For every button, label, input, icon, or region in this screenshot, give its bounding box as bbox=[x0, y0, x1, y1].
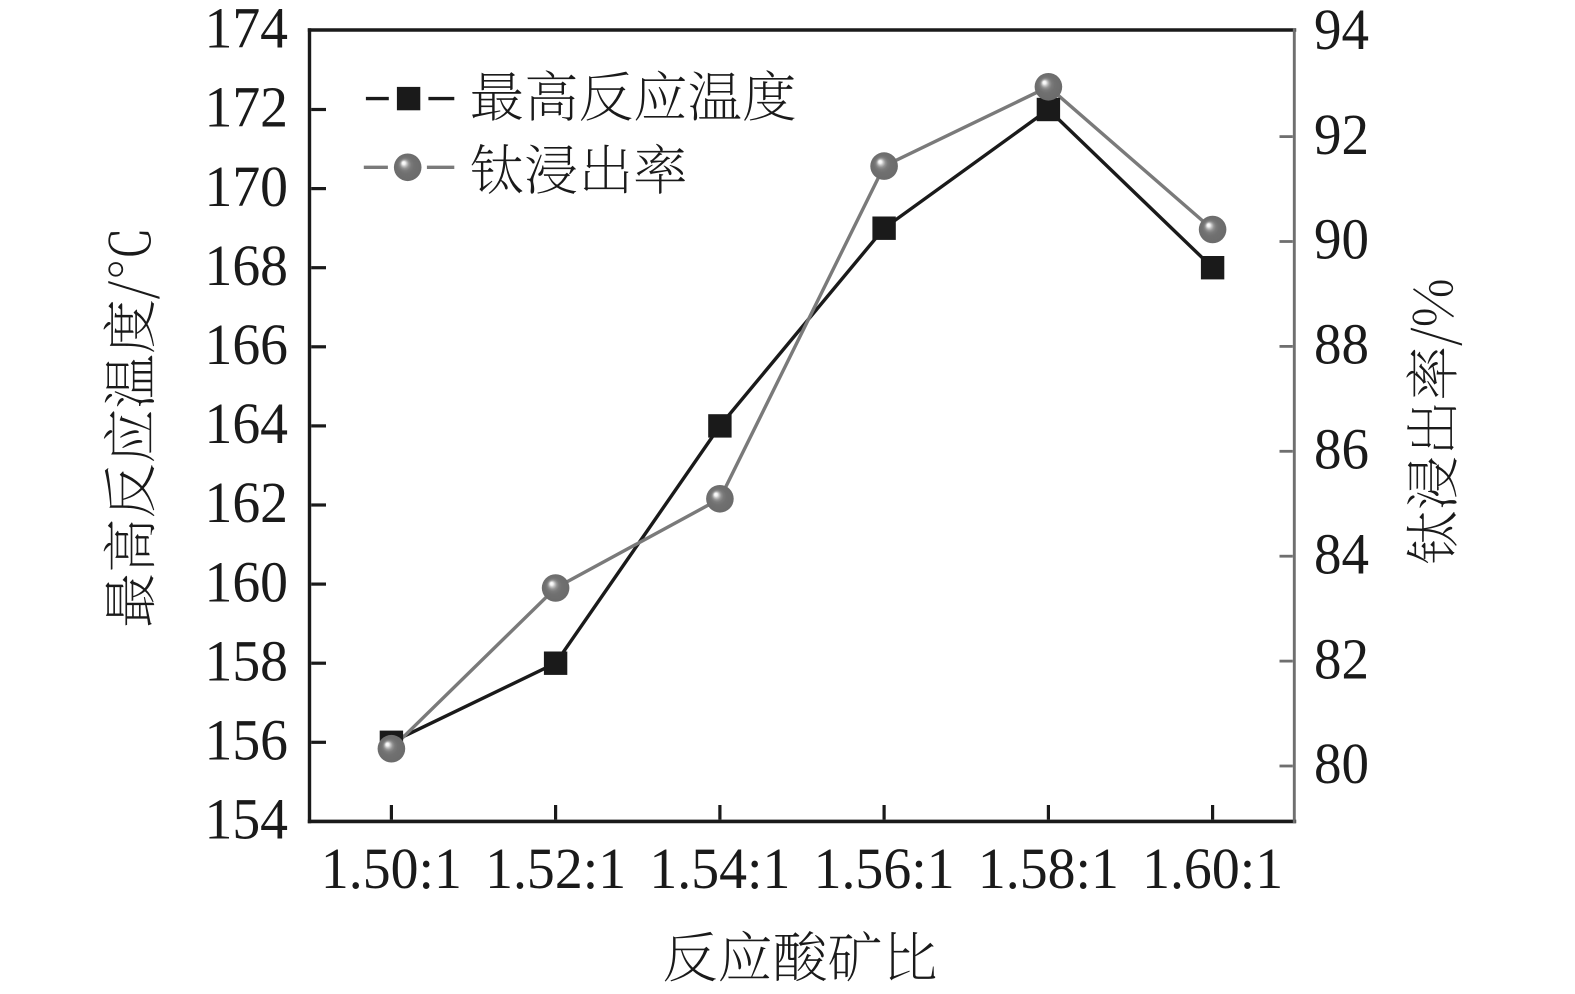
svg-text:84: 84 bbox=[1314, 521, 1369, 586]
svg-text:1.54:1: 1.54:1 bbox=[649, 836, 790, 901]
svg-text:1.56:1: 1.56:1 bbox=[814, 836, 955, 901]
svg-text:1.50:1: 1.50:1 bbox=[321, 836, 462, 901]
svg-text:94: 94 bbox=[1314, 0, 1369, 62]
svg-text:80: 80 bbox=[1314, 731, 1369, 796]
svg-text:158: 158 bbox=[205, 628, 289, 693]
svg-text:162: 162 bbox=[205, 470, 289, 535]
svg-text:82: 82 bbox=[1314, 626, 1369, 691]
svg-text:90: 90 bbox=[1314, 207, 1369, 272]
svg-text:168: 168 bbox=[205, 233, 289, 298]
svg-text:154: 154 bbox=[205, 787, 289, 852]
svg-text:92: 92 bbox=[1314, 102, 1369, 167]
svg-text:160: 160 bbox=[205, 549, 289, 614]
svg-text:174: 174 bbox=[205, 0, 289, 61]
svg-text:86: 86 bbox=[1314, 417, 1369, 482]
svg-text:166: 166 bbox=[205, 312, 289, 377]
svg-text:1.60:1: 1.60:1 bbox=[1142, 836, 1283, 901]
svg-text:172: 172 bbox=[205, 75, 289, 140]
svg-text:1.52:1: 1.52:1 bbox=[485, 836, 626, 901]
svg-text:170: 170 bbox=[205, 154, 289, 219]
svg-text:88: 88 bbox=[1314, 312, 1369, 377]
svg-text:1.58:1: 1.58:1 bbox=[978, 836, 1119, 901]
svg-text:164: 164 bbox=[205, 391, 289, 456]
svg-text:156: 156 bbox=[205, 708, 289, 773]
